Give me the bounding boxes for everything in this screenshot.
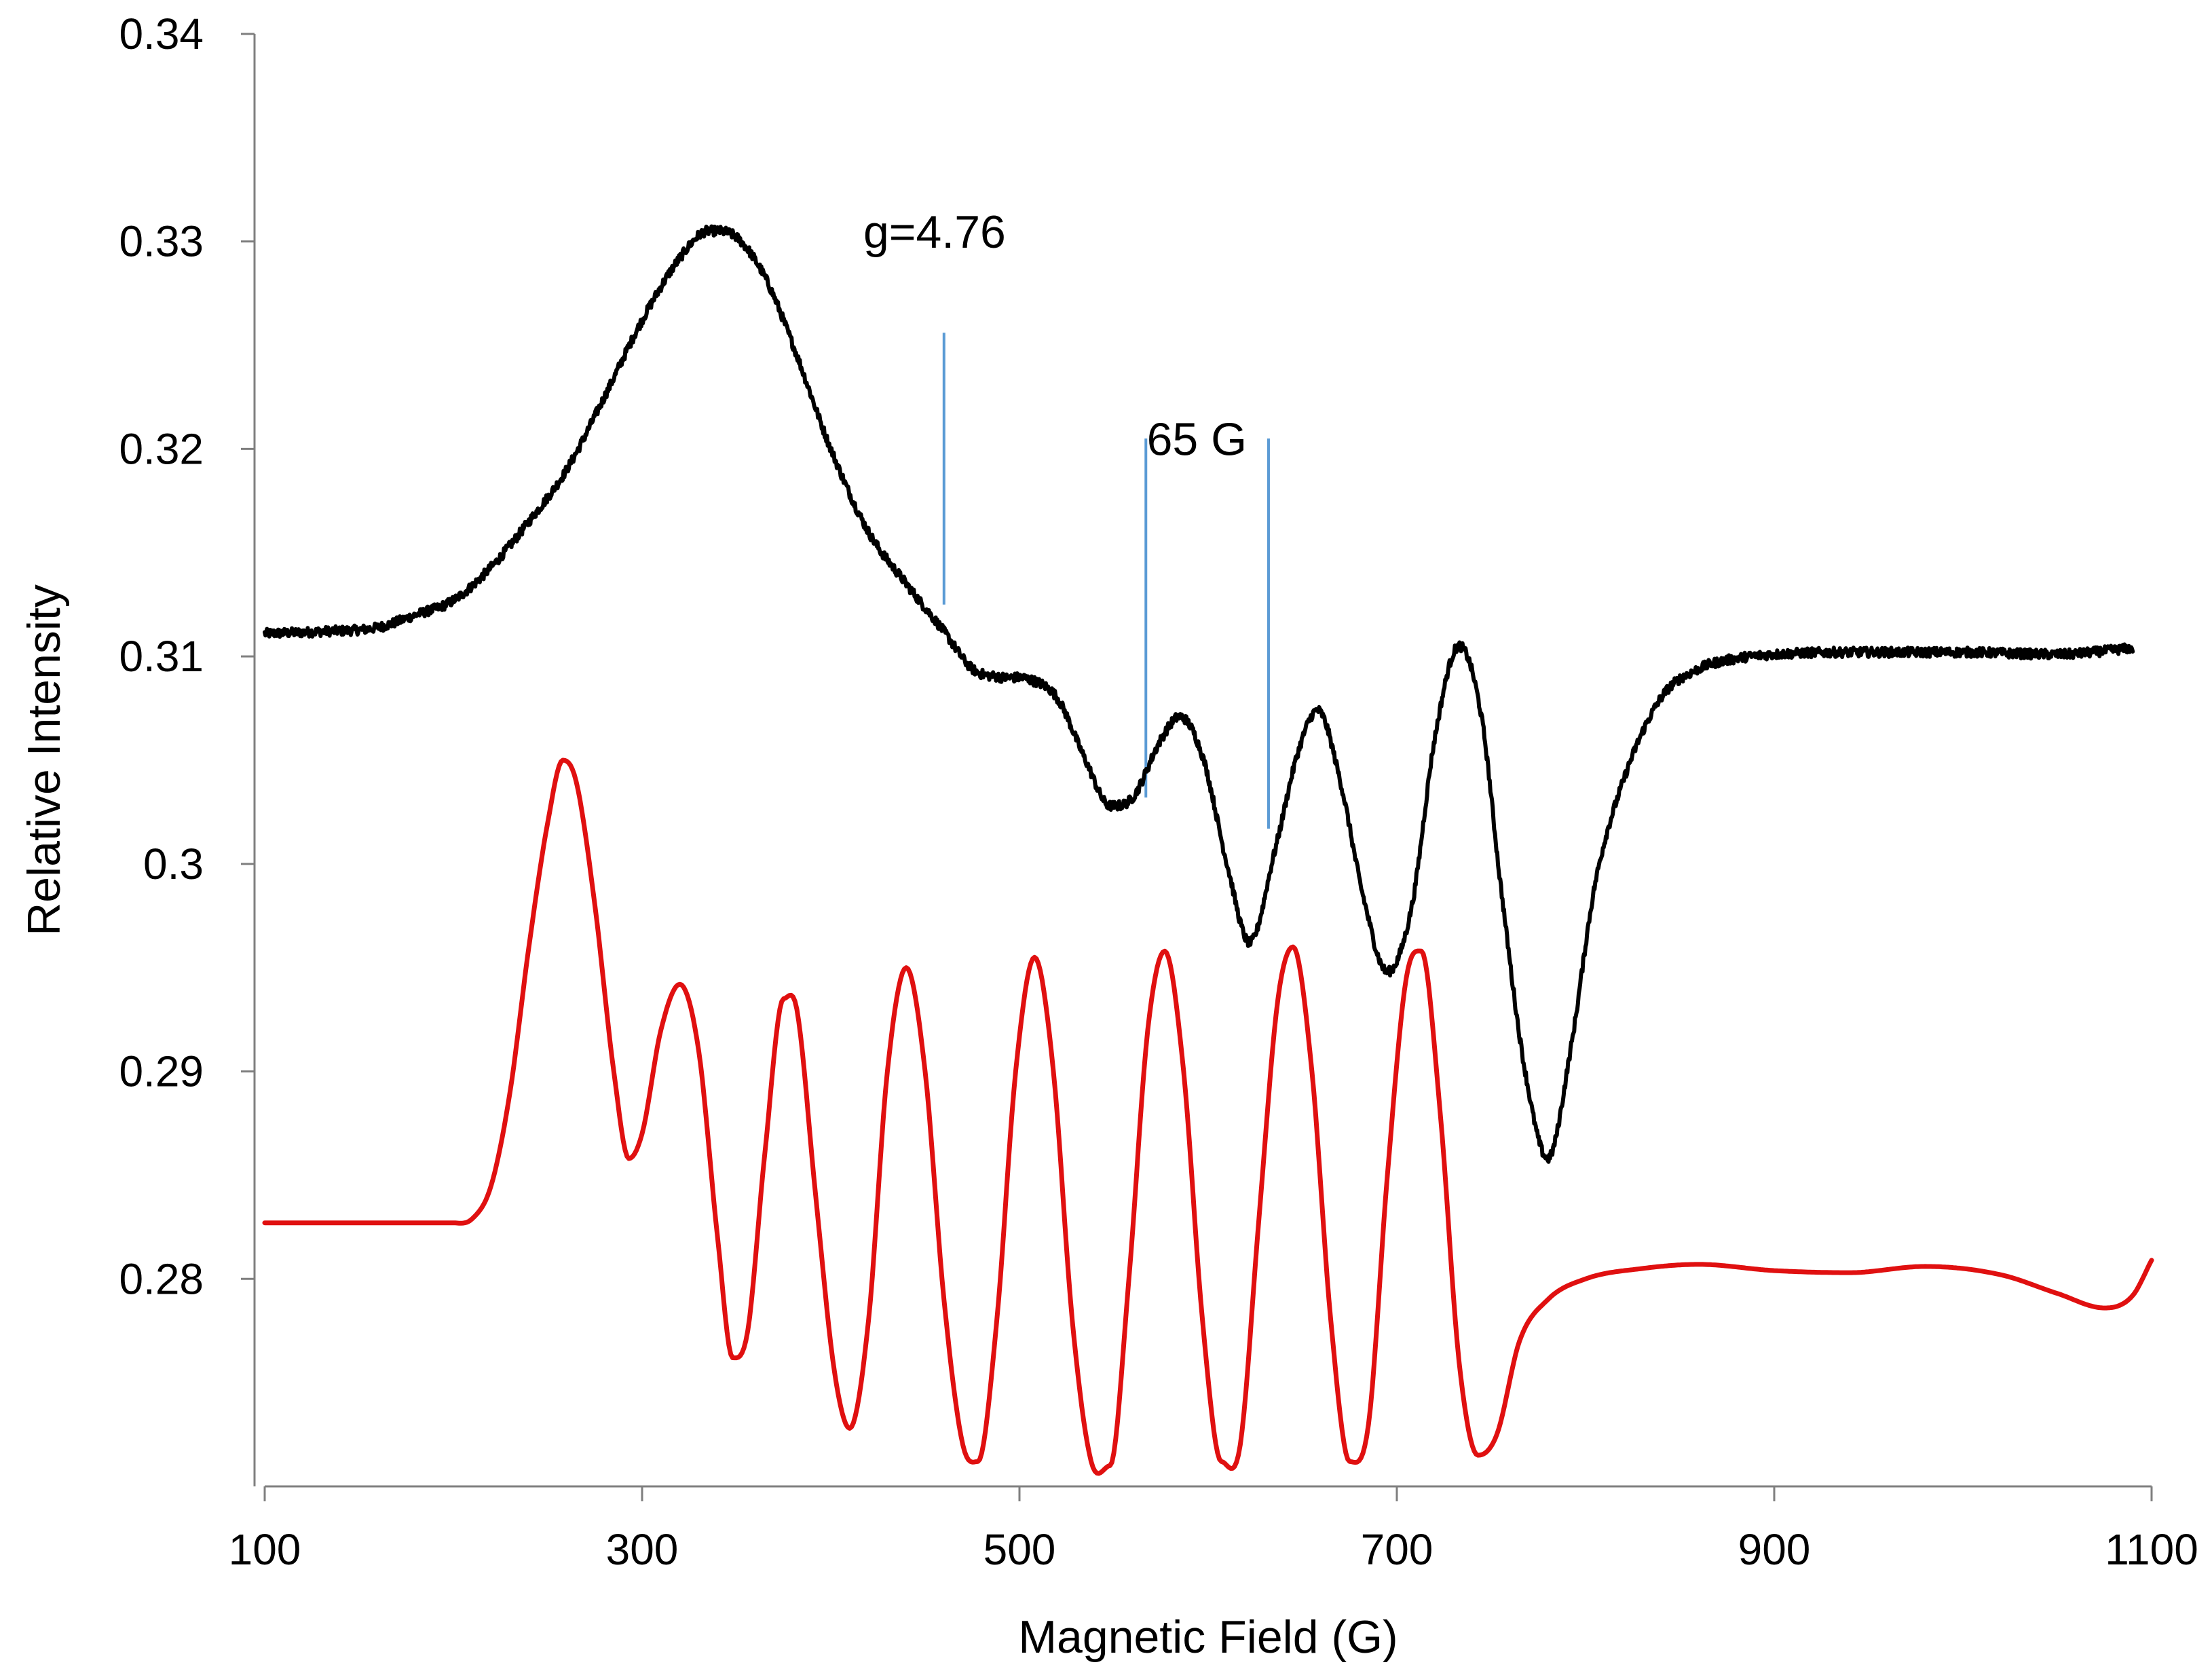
x-tick-label: 900: [1738, 1525, 1811, 1574]
annotations: g=4.76 65 G: [863, 206, 1247, 466]
x-tick-label: 100: [229, 1525, 301, 1574]
y-tick-label: 0.3: [143, 840, 204, 888]
x-tick-label: 700: [1361, 1525, 1433, 1574]
y-tick-label: 0.28: [119, 1254, 204, 1303]
series-layer: [262, 224, 2154, 1476]
y-tick-label: 0.31: [119, 632, 204, 681]
y-axis-title: Relative Intensity: [18, 584, 70, 936]
series-line-simulated: [262, 757, 2154, 1476]
y-tick-label: 0.32: [119, 424, 204, 473]
series-line-experimental: [263, 224, 2135, 1164]
annotation-hyperfine-spacing: 65 G: [1147, 414, 1247, 466]
y-tick-label: 0.34: [119, 10, 204, 58]
y-tick-label: 0.29: [119, 1047, 204, 1096]
y-tick-label: 0.33: [119, 217, 204, 266]
axes: 0.28 0.29 0.3 0.31 0.32 0.33 0.34 100 300 500 700 9…: [119, 10, 2198, 1574]
annotation-g-value: g=4.76: [863, 206, 1006, 258]
x-tick-label: 1100: [2105, 1525, 2198, 1574]
x-tick-label: 300: [606, 1525, 679, 1574]
x-axis-title: Magnetic Field (G): [1018, 1611, 1398, 1663]
marker-lines: [942, 333, 1270, 829]
x-tick-label: 500: [983, 1525, 1056, 1574]
